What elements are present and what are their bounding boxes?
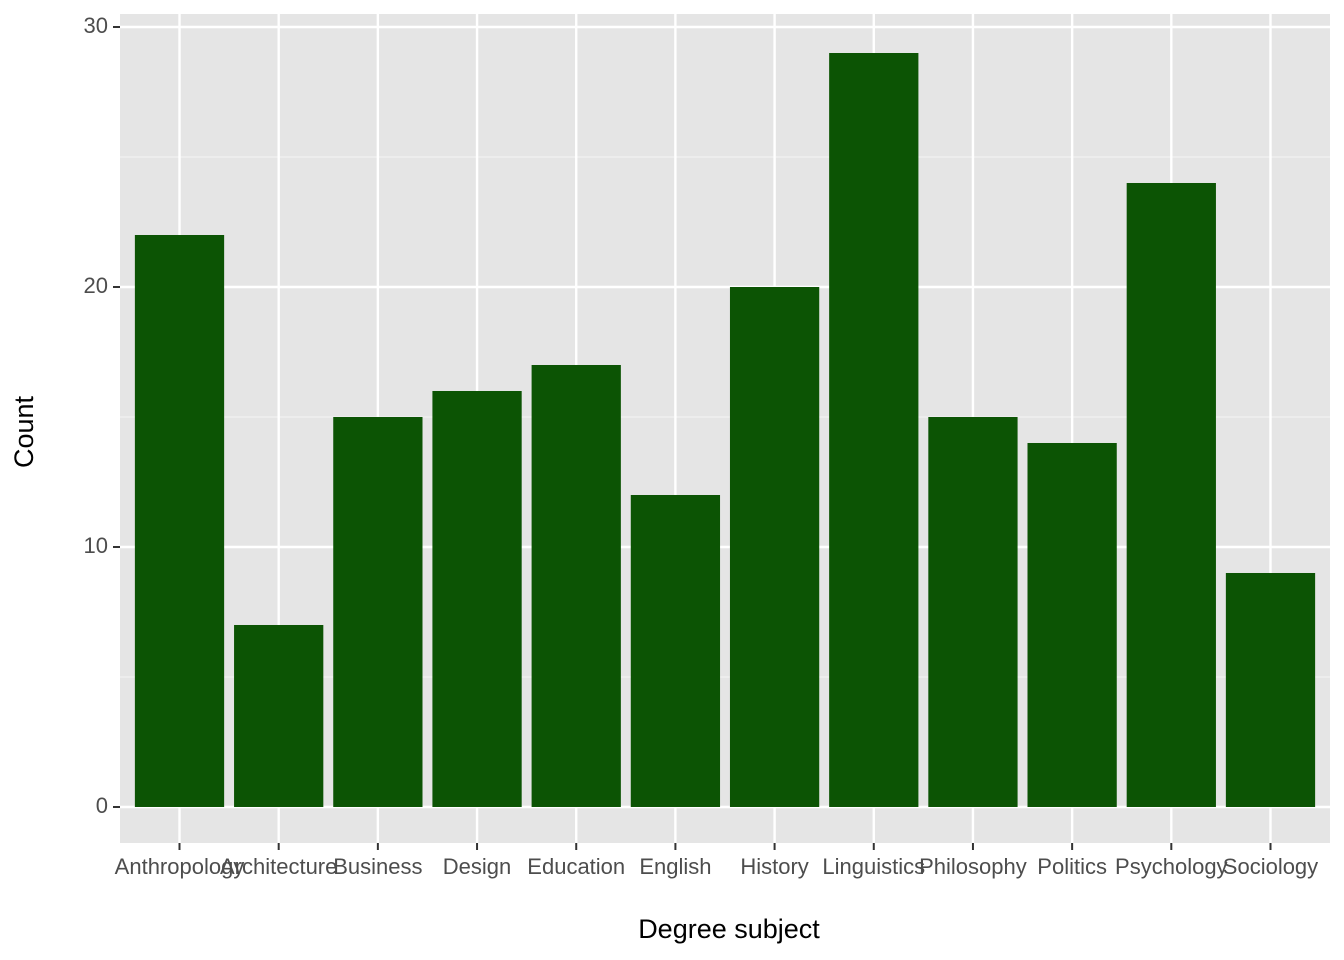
x-tick-label: Architecture	[220, 854, 337, 879]
bar	[729, 286, 820, 807]
bar	[630, 494, 721, 807]
bar	[333, 416, 423, 807]
bar	[928, 416, 1018, 807]
y-tick-label: 10	[84, 533, 108, 558]
x-tick-label: History	[740, 854, 808, 879]
bar	[234, 624, 324, 807]
y-tick-label: 20	[84, 273, 108, 298]
y-axis-title: Count	[9, 395, 39, 468]
x-tick-label: Sociology	[1223, 854, 1318, 879]
bar	[432, 390, 522, 807]
y-tick-label: 30	[84, 13, 108, 38]
x-tick-label: Education	[527, 854, 625, 879]
x-tick-label: Politics	[1037, 854, 1107, 879]
x-tick-label: Philosophy	[919, 854, 1027, 879]
x-tick-label: Anthropology	[115, 854, 245, 879]
x-tick-label: Linguistics	[822, 854, 925, 879]
bar	[1225, 572, 1316, 807]
x-tick-label: Business	[333, 854, 422, 879]
x-tick-label: English	[639, 854, 711, 879]
bar	[531, 364, 621, 807]
x-tick-label: Design	[443, 854, 511, 879]
x-tick-label: Psychology	[1115, 854, 1228, 879]
bar	[829, 52, 919, 807]
bar	[1027, 442, 1117, 807]
bar	[134, 234, 225, 807]
x-axis-title: Degree subject	[638, 914, 820, 944]
bar	[1126, 182, 1216, 807]
y-tick-label: 0	[96, 793, 108, 818]
